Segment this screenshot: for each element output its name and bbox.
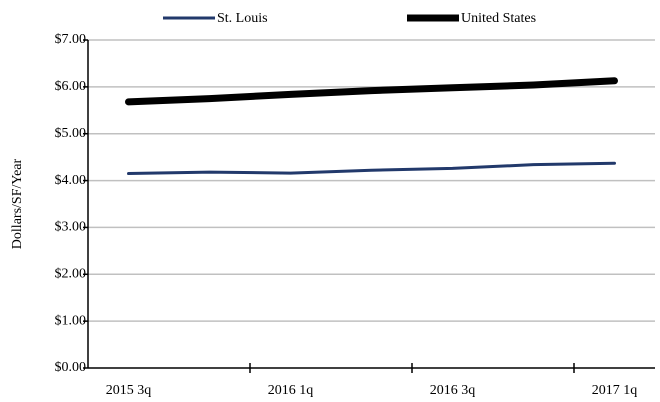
- y-tick-label: $4.00: [55, 173, 87, 188]
- x-tick-label: 2016 3q: [430, 383, 476, 398]
- y-tick-label: $1.00: [55, 313, 87, 328]
- legend-label: United States: [461, 11, 536, 26]
- y-tick-label: $5.00: [55, 126, 87, 141]
- y-tick-label: $2.00: [55, 267, 87, 282]
- x-tick-label: 2015 3q: [106, 383, 152, 398]
- y-axis-label: Dollars/SF/Year: [10, 158, 25, 249]
- y-tick-label: $0.00: [55, 360, 87, 375]
- y-tick-label: $3.00: [55, 220, 87, 235]
- x-tick-label: 2016 1q: [268, 383, 314, 398]
- series-line: [127, 161, 616, 176]
- legend-label: St. Louis: [217, 11, 268, 26]
- x-tick-label: 2017 1q: [592, 383, 638, 398]
- series-line: [125, 77, 618, 106]
- y-tick-label: $6.00: [55, 79, 87, 94]
- y-tick-label: $7.00: [55, 32, 87, 47]
